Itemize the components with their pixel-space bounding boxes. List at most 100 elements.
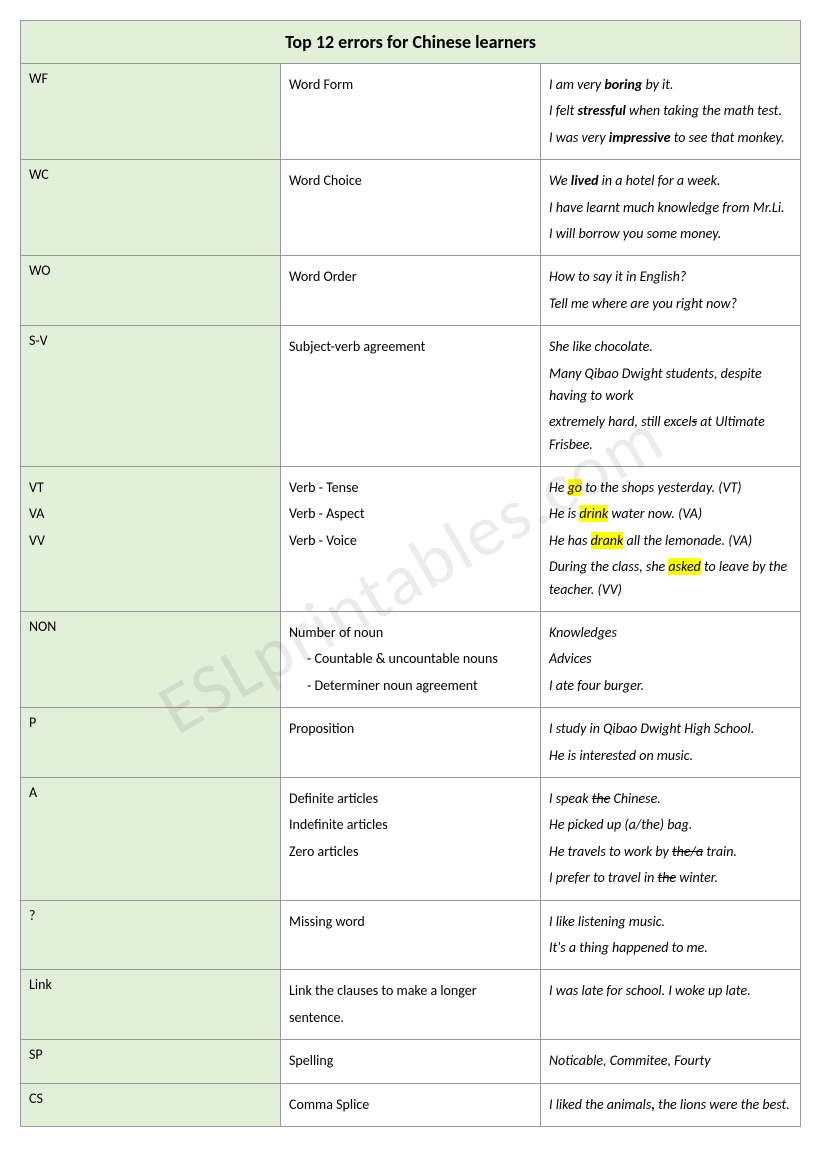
error-table: Top 12 errors for Chinese learners WFWor… xyxy=(20,20,801,1127)
example-line: During the class, she asked to leave by … xyxy=(549,556,792,601)
example-segment: boring xyxy=(604,76,642,93)
example-segment: I study in Qibao Dwight High School. xyxy=(549,720,754,737)
example-segment: the xyxy=(592,790,611,807)
description-line: Word Order xyxy=(289,266,532,288)
table-row: ADefinite articlesIndefinite articlesZer… xyxy=(21,777,801,900)
description-cell: Definite articles Indefinite articles Zero… xyxy=(281,777,541,900)
description-line: Comma Splice xyxy=(289,1094,532,1116)
example-segment: Chinese. xyxy=(610,790,660,807)
example-segment: bag. xyxy=(664,816,692,833)
table-row: WO Word Order How to say it in English? Tel… xyxy=(21,256,801,326)
table-row: VTVAVVVerb - TenseVerb - AspectVerb - Vo… xyxy=(21,467,801,612)
example-line: I was very impressive to see that monkey… xyxy=(549,127,792,149)
example-segment: the/a xyxy=(672,843,703,860)
example-cell: We lived in a hotel for a week. I have le… xyxy=(541,160,801,256)
example-line: He picked up (a/the) bag. xyxy=(549,814,792,836)
example-line: Tell me where are you right now? xyxy=(549,293,792,315)
description-line: - Determiner noun agreement xyxy=(289,675,532,697)
example-segment: He has xyxy=(549,532,591,549)
example-line: We lived in a hotel for a week. xyxy=(549,170,792,192)
example-segment: in a hotel for a week. xyxy=(598,172,720,189)
example-segment: Tell me where are you right now? xyxy=(549,295,737,312)
example-line: I will borrow you some money. xyxy=(549,223,792,245)
example-segment: I felt xyxy=(549,102,578,119)
example-segment: I am very xyxy=(549,76,604,93)
example-cell: How to say it in English? Tell me where a… xyxy=(541,256,801,326)
description-line: Number of noun xyxy=(289,622,532,644)
example-segment: impressive xyxy=(609,129,671,146)
example-segment: winter. xyxy=(676,869,718,886)
example-cell: I was late for school. I woke up late. xyxy=(541,970,801,1040)
example-segment: Knowledges xyxy=(549,624,617,641)
example-cell: I am very boring by it. I felt stressful … xyxy=(541,64,801,160)
example-line: He travels to work by the/a train. xyxy=(549,841,792,863)
description-line: - Countable & uncountable nouns xyxy=(289,648,532,670)
code-label: VA xyxy=(29,503,272,525)
description-line: Zero articles xyxy=(289,841,532,863)
example-segment: How to say it in English? xyxy=(549,268,686,285)
code-cell: P xyxy=(21,708,281,778)
example-segment: water now. (VA) xyxy=(608,505,702,522)
code-cell: WO xyxy=(21,256,281,326)
example-cell: I study in Qibao Dwight High School. He i… xyxy=(541,708,801,778)
example-line: I prefer to travel in the winter. xyxy=(549,867,792,889)
example-cell: He go to the shops yesterday. (VT) He is … xyxy=(541,467,801,612)
description-line: Missing word xyxy=(289,911,532,933)
example-segment: It's a thing happened to me. xyxy=(549,939,708,956)
example-segment: I was very xyxy=(549,129,609,146)
description-cell: Link the clauses to make a longersentenc… xyxy=(281,970,541,1040)
example-line: I liked the animals, the lions were the … xyxy=(549,1094,792,1116)
example-segment: drink xyxy=(579,505,608,522)
table-row: NON Number of noun - Countable & uncountab… xyxy=(21,612,801,708)
example-segment: I speak xyxy=(549,790,592,807)
example-segment: by it. xyxy=(642,76,673,93)
code-cell: NON xyxy=(21,612,281,708)
description-line: Definite articles xyxy=(289,788,532,810)
example-segment: the xyxy=(658,869,677,886)
description-line: Word Choice xyxy=(289,170,532,192)
description-line: sentence. xyxy=(289,1007,532,1029)
example-segment: He travels to work by xyxy=(549,843,672,860)
example-segment: drank xyxy=(591,532,624,549)
example-segment: He xyxy=(549,479,568,496)
example-segment: to the shops yesterday. (VT) xyxy=(582,479,742,496)
description-cell: Verb - TenseVerb - AspectVerb - Voice xyxy=(281,467,541,612)
example-line: I felt stressful when taking the math te… xyxy=(549,100,792,122)
code-cell: Link xyxy=(21,970,281,1040)
description-cell: Comma Splice xyxy=(281,1083,541,1126)
description-line: Verb - Aspect xyxy=(289,503,532,525)
description-line: Indefinite articles xyxy=(289,814,532,836)
table-row: CS Comma Splice I liked the animals, the l… xyxy=(21,1083,801,1126)
example-line: I study in Qibao Dwight High School. xyxy=(549,718,792,740)
table-row: WCWord ChoiceWe lived in a hotel for a w… xyxy=(21,160,801,256)
example-segment: stressful xyxy=(578,102,626,119)
code-cell: WF xyxy=(21,64,281,160)
example-line: He is drink water now. (VA) xyxy=(549,503,792,525)
example-segment: go xyxy=(568,479,582,496)
example-segment: I will borrow you some money. xyxy=(549,225,721,242)
example-segment: train. xyxy=(703,843,737,860)
table-title: Top 12 errors for Chinese learners xyxy=(21,21,801,64)
description-cell: Word Form xyxy=(281,64,541,160)
example-segment: He picked up xyxy=(549,816,624,833)
example-line: I have learnt much knowledge from Mr.Li. xyxy=(549,197,792,219)
description-cell: Word Order xyxy=(281,256,541,326)
example-line: He is interested on music. xyxy=(549,745,792,767)
code-cell: ? xyxy=(21,900,281,970)
description-cell: Proposition xyxy=(281,708,541,778)
example-cell: I liked the animals, the lions were the … xyxy=(541,1083,801,1126)
description-cell: Number of noun - Countable & uncountable … xyxy=(281,612,541,708)
example-segment: I was late for school. I woke up late. xyxy=(549,982,751,999)
example-line: He go to the shops yesterday. (VT) xyxy=(549,477,792,499)
example-cell: I like listening music.It's a thing happ… xyxy=(541,900,801,970)
example-line: I ate four burger. xyxy=(549,675,792,697)
description-cell: Word Choice xyxy=(281,160,541,256)
example-segment: all the lemonade. (VA) xyxy=(623,532,752,549)
example-segment: asked xyxy=(668,558,700,575)
example-segment: Noticable, Commitee, Fourty xyxy=(549,1052,710,1069)
example-segment: I liked the animals xyxy=(549,1096,651,1113)
code-cell: S-V xyxy=(21,326,281,467)
description-cell: Subject-verb agreement xyxy=(281,326,541,467)
code-cell: CS xyxy=(21,1083,281,1126)
example-cell: I speak the Chinese. He picked up (a/the)… xyxy=(541,777,801,900)
